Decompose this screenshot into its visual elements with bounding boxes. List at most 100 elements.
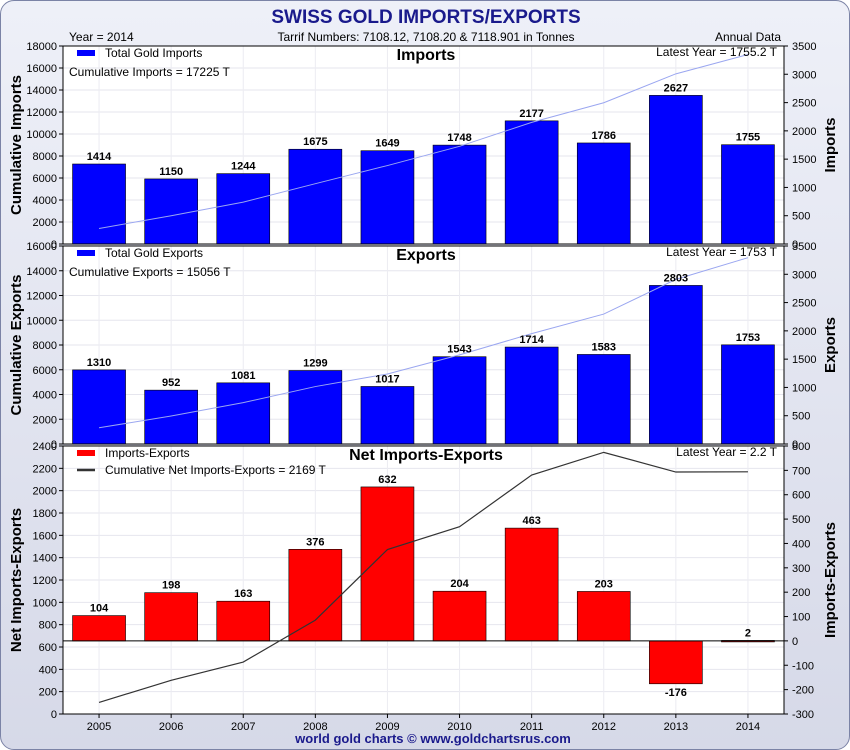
x-tick-label: 2010: [447, 721, 471, 733]
net-legend-label: Imports-Exports: [105, 446, 190, 460]
imports-left-tick-label: 14000: [26, 85, 57, 97]
imports-panel-title: Imports: [397, 47, 456, 64]
x-tick-label: 2005: [87, 721, 111, 733]
net-right-tick-label: 100: [792, 612, 810, 624]
exports-cumulative-line: [98, 257, 749, 429]
net-right-tick-label: 300: [792, 563, 810, 575]
imports-left-tick-label: 10000: [26, 129, 57, 141]
exports-bar: [504, 346, 559, 445]
exports-right-tick-label: 500: [792, 411, 810, 423]
exports-left-tick-label: 0: [51, 439, 57, 451]
net-left-tick-label: 2400: [33, 441, 57, 453]
imports-legend-swatch: [77, 50, 95, 56]
imports-bar: [504, 120, 559, 245]
x-tick-label: 2007: [231, 721, 255, 733]
exports-right-tick-label: 0: [792, 439, 798, 451]
imports-latest-label: Latest Year = 1755.2 T: [656, 45, 778, 59]
imports-panel: 1414 1150 1244 1675 1649 1748 2177 1786 2627 1755…: [8, 41, 839, 251]
imports-left-tick-label: 6000: [33, 173, 57, 185]
net-left-tick-label: 200: [39, 687, 57, 699]
net-right-tick-label: -300: [792, 709, 814, 721]
imports-bar: [432, 144, 487, 245]
net-legend-swatch: [77, 450, 95, 456]
net-value-label: 198: [162, 580, 180, 592]
imports-left-tick-label: 12000: [26, 107, 57, 119]
exports-bar: [721, 344, 775, 445]
exports-value-label: 1543: [447, 344, 471, 356]
imports-bar: [360, 150, 415, 245]
net-right-tick-label: 200: [792, 587, 810, 599]
exports-value-label: 1017: [375, 373, 399, 385]
exports-legend-label: Total Gold Exports: [105, 246, 203, 260]
net-ylabel-left: Net Imports-Exports: [8, 508, 25, 652]
imports-left-tick-label: 4000: [33, 195, 57, 207]
imports-cumulative-line: [98, 54, 749, 229]
exports-value-label: 1583: [592, 341, 616, 353]
net-value-label: -176: [665, 687, 687, 699]
net-left-tick-label: 2000: [33, 486, 57, 498]
exports-value-label: 1753: [736, 332, 760, 344]
imports-left-tick-label: 0: [51, 239, 57, 251]
exports-bar: [576, 354, 631, 445]
net-left-tick-label: 1000: [33, 597, 57, 609]
imports-cumulative-label: Cumulative Imports = 17225 T: [69, 65, 231, 79]
net-value-label: 2: [745, 627, 751, 639]
imports-bar: [721, 144, 775, 245]
net-bar: [504, 527, 559, 642]
exports-bar: [288, 370, 343, 445]
exports-right-tick-label: 3500: [792, 241, 816, 253]
net-value-label: 632: [378, 474, 396, 486]
net-bar: [288, 549, 343, 642]
net-latest-label: Latest Year = 2.2 T: [676, 445, 778, 459]
net-right-tick-label: -200: [792, 685, 814, 697]
imports-right-tick-label: 0: [792, 239, 798, 251]
imports-bar: [288, 148, 343, 245]
exports-right-tick-label: 2500: [792, 298, 816, 310]
net-right-tick-label: 800: [792, 441, 810, 453]
exports-left-tick-label: 14000: [26, 266, 57, 278]
imports-left-tick-label: 16000: [26, 63, 57, 75]
exports-value-label: 952: [162, 377, 180, 389]
net-bar: [360, 486, 415, 642]
imports-right-tick-label: 2500: [792, 98, 816, 110]
chart-title: SWISS GOLD IMPORTS/EXPORTS: [271, 7, 580, 28]
imports-right-tick-label: 2000: [792, 126, 816, 138]
imports-value-label: 2627: [664, 82, 688, 94]
net-bar: [216, 600, 271, 642]
x-tick-label: 2011: [520, 721, 544, 733]
net-panel-title: Net Imports-Exports: [349, 447, 503, 464]
imports-right-tick-label: 3000: [792, 69, 816, 81]
imports-left-tick-label: 2000: [33, 217, 57, 229]
net-value-label: 463: [522, 515, 540, 527]
net-value-label: 203: [595, 578, 613, 590]
exports-legend-swatch: [77, 250, 95, 256]
imports-bar: [576, 142, 631, 245]
imports-value-label: 1649: [375, 138, 399, 150]
tariff-label: Tarrif Numbers: 7108.12, 7108.20 & 7118.…: [277, 30, 574, 44]
net-right-tick-label: 500: [792, 514, 810, 526]
net-left-tick-label: 1600: [33, 530, 57, 542]
exports-right-tick-label: 1500: [792, 354, 816, 366]
exports-cumulative-label: Cumulative Exports = 15056 T: [69, 265, 231, 279]
imports-plot-border: [62, 45, 785, 245]
imports-right-tick-label: 3500: [792, 41, 816, 53]
imports-ylabel-left: Cumulative Imports: [8, 75, 25, 215]
year-label: Year = 2014: [69, 30, 134, 44]
imports-value-label: 1748: [447, 132, 471, 144]
net-bar: [72, 615, 126, 642]
net-right-tick-label: 400: [792, 538, 810, 550]
net-value-label: 376: [306, 536, 324, 548]
net-left-tick-label: 1800: [33, 508, 57, 520]
exports-bar: [72, 369, 126, 445]
net-right-tick-label: 700: [792, 465, 810, 477]
imports-right-tick-label: 1500: [792, 154, 816, 166]
exports-left-tick-label: 12000: [26, 291, 57, 303]
net-value-label: 163: [234, 588, 252, 600]
net-right-tick-label: 0: [792, 636, 798, 648]
x-tick-label: 2008: [303, 721, 327, 733]
exports-right-tick-label: 2000: [792, 326, 816, 338]
exports-left-tick-label: 2000: [33, 414, 57, 426]
exports-bar: [216, 382, 271, 445]
